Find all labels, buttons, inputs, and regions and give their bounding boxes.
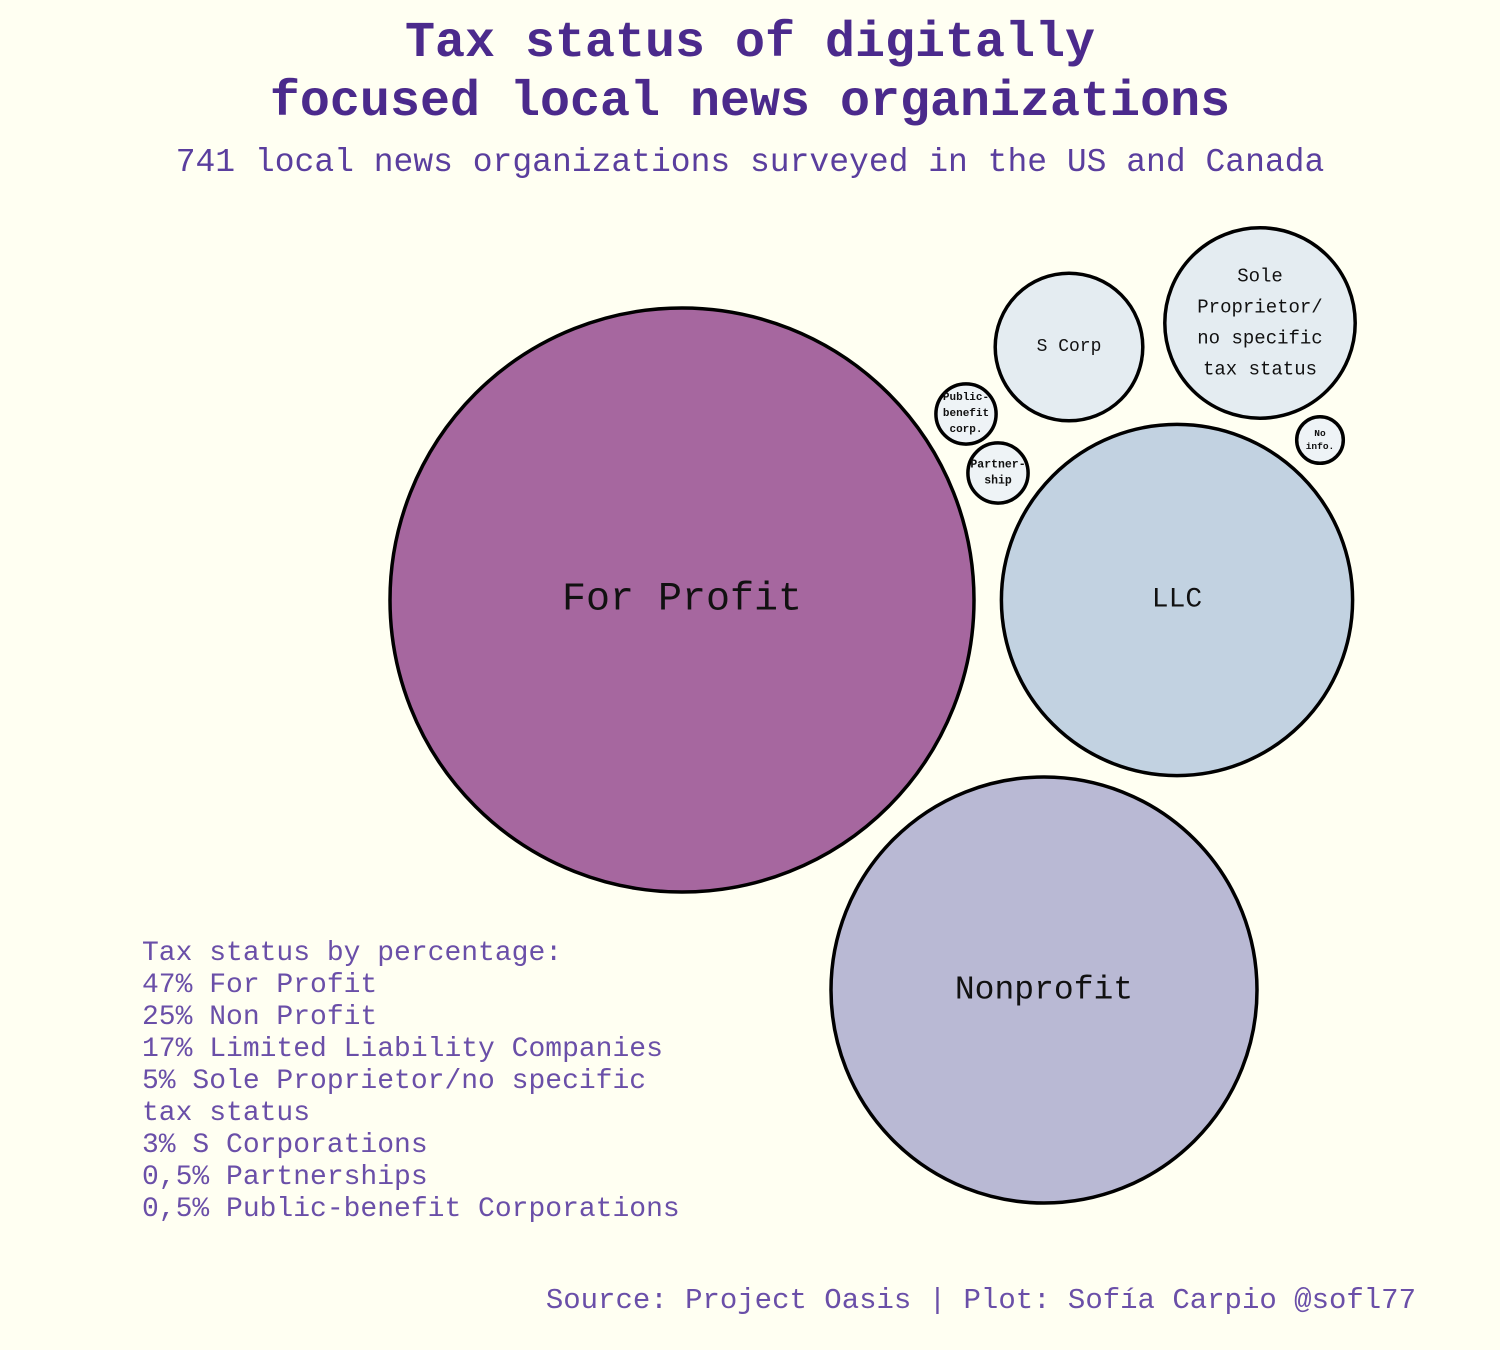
bubble-label: S Corp	[1037, 337, 1102, 357]
bubble-label: LLC	[1152, 585, 1202, 616]
note-line: Tax status by percentage:	[142, 938, 562, 969]
title-line: focused local news organizations	[270, 74, 1230, 131]
bubble-label: Partner-	[970, 459, 1025, 472]
bubble-label: no specific	[1197, 328, 1322, 350]
bubble-group: Partner-ship	[966, 441, 1030, 505]
bubble	[1163, 226, 1357, 420]
bubble	[1294, 414, 1346, 466]
note-line: 47% For Profit	[142, 970, 377, 1001]
bubble-group: Public-benefit corp.	[934, 382, 998, 446]
bubble-group: Sole Proprietor/no specific tax status	[1163, 226, 1357, 420]
bubble-label: For Profit	[562, 578, 802, 623]
bubble-label: benefit	[943, 408, 989, 420]
bubble-label: Public-	[943, 392, 989, 404]
bubble	[999, 422, 1355, 778]
note-line: 3% S Corporations	[142, 1130, 428, 1161]
bubble-label: Sole	[1237, 266, 1283, 288]
bubble-label: Nonprofit	[955, 972, 1133, 1009]
bubble-group: LLC	[999, 422, 1355, 778]
bubble	[829, 775, 1259, 1205]
bubble-group: For Profit	[388, 306, 976, 894]
source-caption: Source: Project Oasis | Plot: Sofía Carp…	[546, 1284, 1416, 1317]
bubble-label: corp.	[949, 424, 982, 436]
note-line: 0,5% Public-benefit Corporations	[142, 1194, 680, 1225]
title-line: Tax status of digitally	[405, 15, 1095, 72]
bubble	[388, 306, 976, 894]
bubble-label: ship	[984, 475, 1012, 488]
bubble	[966, 441, 1030, 505]
bubble-label: tax status	[1203, 359, 1317, 381]
bubble-label: info.	[1306, 441, 1335, 452]
bubble	[934, 382, 998, 446]
note-line: 5% Sole Proprietor/no specific	[142, 1066, 646, 1097]
chart-subtitle: 741 local news organizations surveyed in…	[176, 144, 1325, 181]
note-line: 17% Limited Liability Companies	[142, 1034, 663, 1065]
note-line: 25% Non Profit	[142, 1002, 377, 1033]
percentage-note: Tax status by percentage:47% For Profit2…	[142, 938, 680, 1225]
bubbles: For Profit Nonprofit LLC Sole Proprietor/no …	[388, 226, 1357, 1205]
bubble-group: Nonprofit	[829, 775, 1259, 1205]
bubble-label: No	[1314, 428, 1326, 439]
bubble-group: S Corp	[993, 271, 1145, 423]
note-line: 0,5% Partnerships	[142, 1162, 428, 1193]
bubble-group: No info.	[1294, 414, 1346, 466]
bubble-label: Proprietor/	[1197, 297, 1322, 319]
note-line: tax status	[142, 1098, 310, 1129]
bubble	[993, 271, 1145, 423]
